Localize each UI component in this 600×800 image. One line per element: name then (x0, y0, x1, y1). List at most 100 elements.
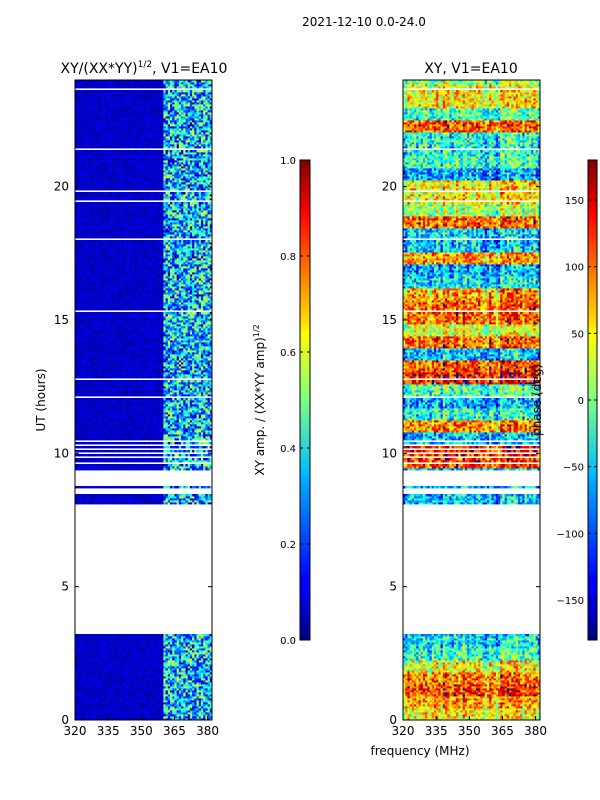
heatmap-cell (128, 696, 131, 699)
heatmap-cell (161, 674, 164, 677)
heatmap-cell (128, 658, 131, 661)
heatmap-cell (119, 656, 122, 659)
heatmap-cell (77, 668, 80, 671)
heatmap-cell (75, 718, 78, 720)
heatmap-cell (116, 706, 120, 709)
heatmap-cell (198, 700, 202, 703)
heatmap-cell (119, 716, 122, 719)
heatmap-cell (176, 690, 180, 693)
heatmap-cell (196, 692, 200, 695)
heatmap-cell (130, 690, 133, 693)
heatmap-cell (97, 688, 100, 691)
heatmap-cell (125, 662, 129, 665)
heatmap-cell (88, 712, 91, 715)
heatmap-cell (94, 660, 98, 663)
heatmap-cell (116, 674, 120, 677)
heatmap-cell (165, 710, 169, 713)
heatmap-cell (154, 664, 158, 667)
heatmap-cell (172, 660, 175, 663)
heatmap-cell (119, 704, 122, 707)
heatmap-cell (209, 650, 212, 653)
heatmap-cell (147, 652, 151, 655)
heatmap-cell (189, 678, 193, 681)
heatmap-cell (128, 680, 131, 683)
heatmap-cell (209, 708, 212, 711)
heatmap-cell (92, 714, 96, 717)
heatmap-cell (116, 690, 120, 693)
heatmap-cell (198, 690, 202, 693)
heatmap-cell (134, 660, 138, 663)
heatmap-cell (75, 646, 78, 649)
heatmap-cell (147, 688, 151, 691)
heatmap-cell (181, 690, 184, 693)
heatmap-cell (183, 672, 186, 675)
heatmap-cell (176, 682, 180, 685)
heatmap-cell (198, 714, 202, 717)
heatmap-cell (125, 652, 129, 655)
heatmap-cell (110, 698, 113, 701)
heatmap-cell (196, 704, 200, 707)
heatmap-cell (88, 680, 91, 683)
heatmap-cell (183, 688, 186, 691)
heatmap-cell (167, 668, 171, 671)
heatmap-cell (136, 680, 140, 683)
heatmap-cell (110, 684, 113, 687)
heatmap-cell (103, 712, 107, 715)
heatmap-cell (167, 700, 171, 703)
heatmap-cell (178, 674, 182, 677)
heatmap-cell (141, 664, 144, 667)
heatmap-cell (152, 696, 155, 699)
heatmap-cell (101, 694, 105, 697)
heatmap-cell (114, 700, 118, 703)
heatmap-cell (130, 674, 133, 677)
heatmap-cell (121, 678, 125, 681)
heatmap-cell (99, 686, 102, 689)
heatmap-cell (139, 674, 142, 677)
heatmap-cell (136, 686, 140, 689)
heatmap-cell (189, 648, 193, 651)
heatmap-cell (110, 676, 113, 679)
heatmap-cell (132, 658, 136, 661)
heatmap-cell (81, 700, 85, 703)
heatmap-cell (112, 650, 116, 653)
heatmap-cell (75, 664, 78, 667)
heatmap-cell (172, 686, 175, 689)
heatmap-cell (86, 716, 89, 719)
heatmap-cell (158, 704, 162, 707)
heatmap-cell (97, 680, 100, 683)
heatmap-cell (158, 692, 162, 695)
heatmap-cell (128, 694, 131, 697)
heatmap-cell (136, 670, 140, 673)
heatmap-cell (81, 714, 85, 717)
heatmap-cell (128, 660, 131, 663)
heatmap-cell (203, 680, 206, 683)
heatmap-cell (130, 652, 133, 655)
heatmap-cell (108, 670, 111, 673)
heatmap-cell (83, 682, 87, 685)
heatmap-cell (156, 668, 160, 671)
heatmap-cell (83, 664, 87, 667)
heatmap-cell (101, 658, 105, 661)
heatmap-cell (105, 658, 109, 661)
heatmap-cell (116, 684, 120, 687)
heatmap-cell (105, 646, 109, 649)
heatmap-cell (194, 664, 197, 667)
heatmap-cell (143, 684, 147, 687)
heatmap-cell (158, 670, 162, 673)
heatmap-cell (77, 698, 80, 701)
heatmap-cell (145, 700, 149, 703)
heatmap-cell (187, 712, 191, 715)
heatmap-cell (174, 674, 178, 677)
heatmap-cell (189, 716, 193, 719)
heatmap-cell (174, 690, 178, 693)
heatmap-cell (88, 646, 91, 649)
heatmap-cell (185, 672, 189, 675)
heatmap-cell (125, 666, 129, 669)
heatmap-cell (101, 704, 105, 707)
heatmap-cell (200, 708, 204, 711)
heatmap-cell (92, 654, 96, 657)
heatmap-cell (141, 714, 144, 717)
heatmap-cell (152, 672, 155, 675)
heatmap-cell (97, 646, 100, 649)
heatmap-cell (86, 652, 89, 655)
